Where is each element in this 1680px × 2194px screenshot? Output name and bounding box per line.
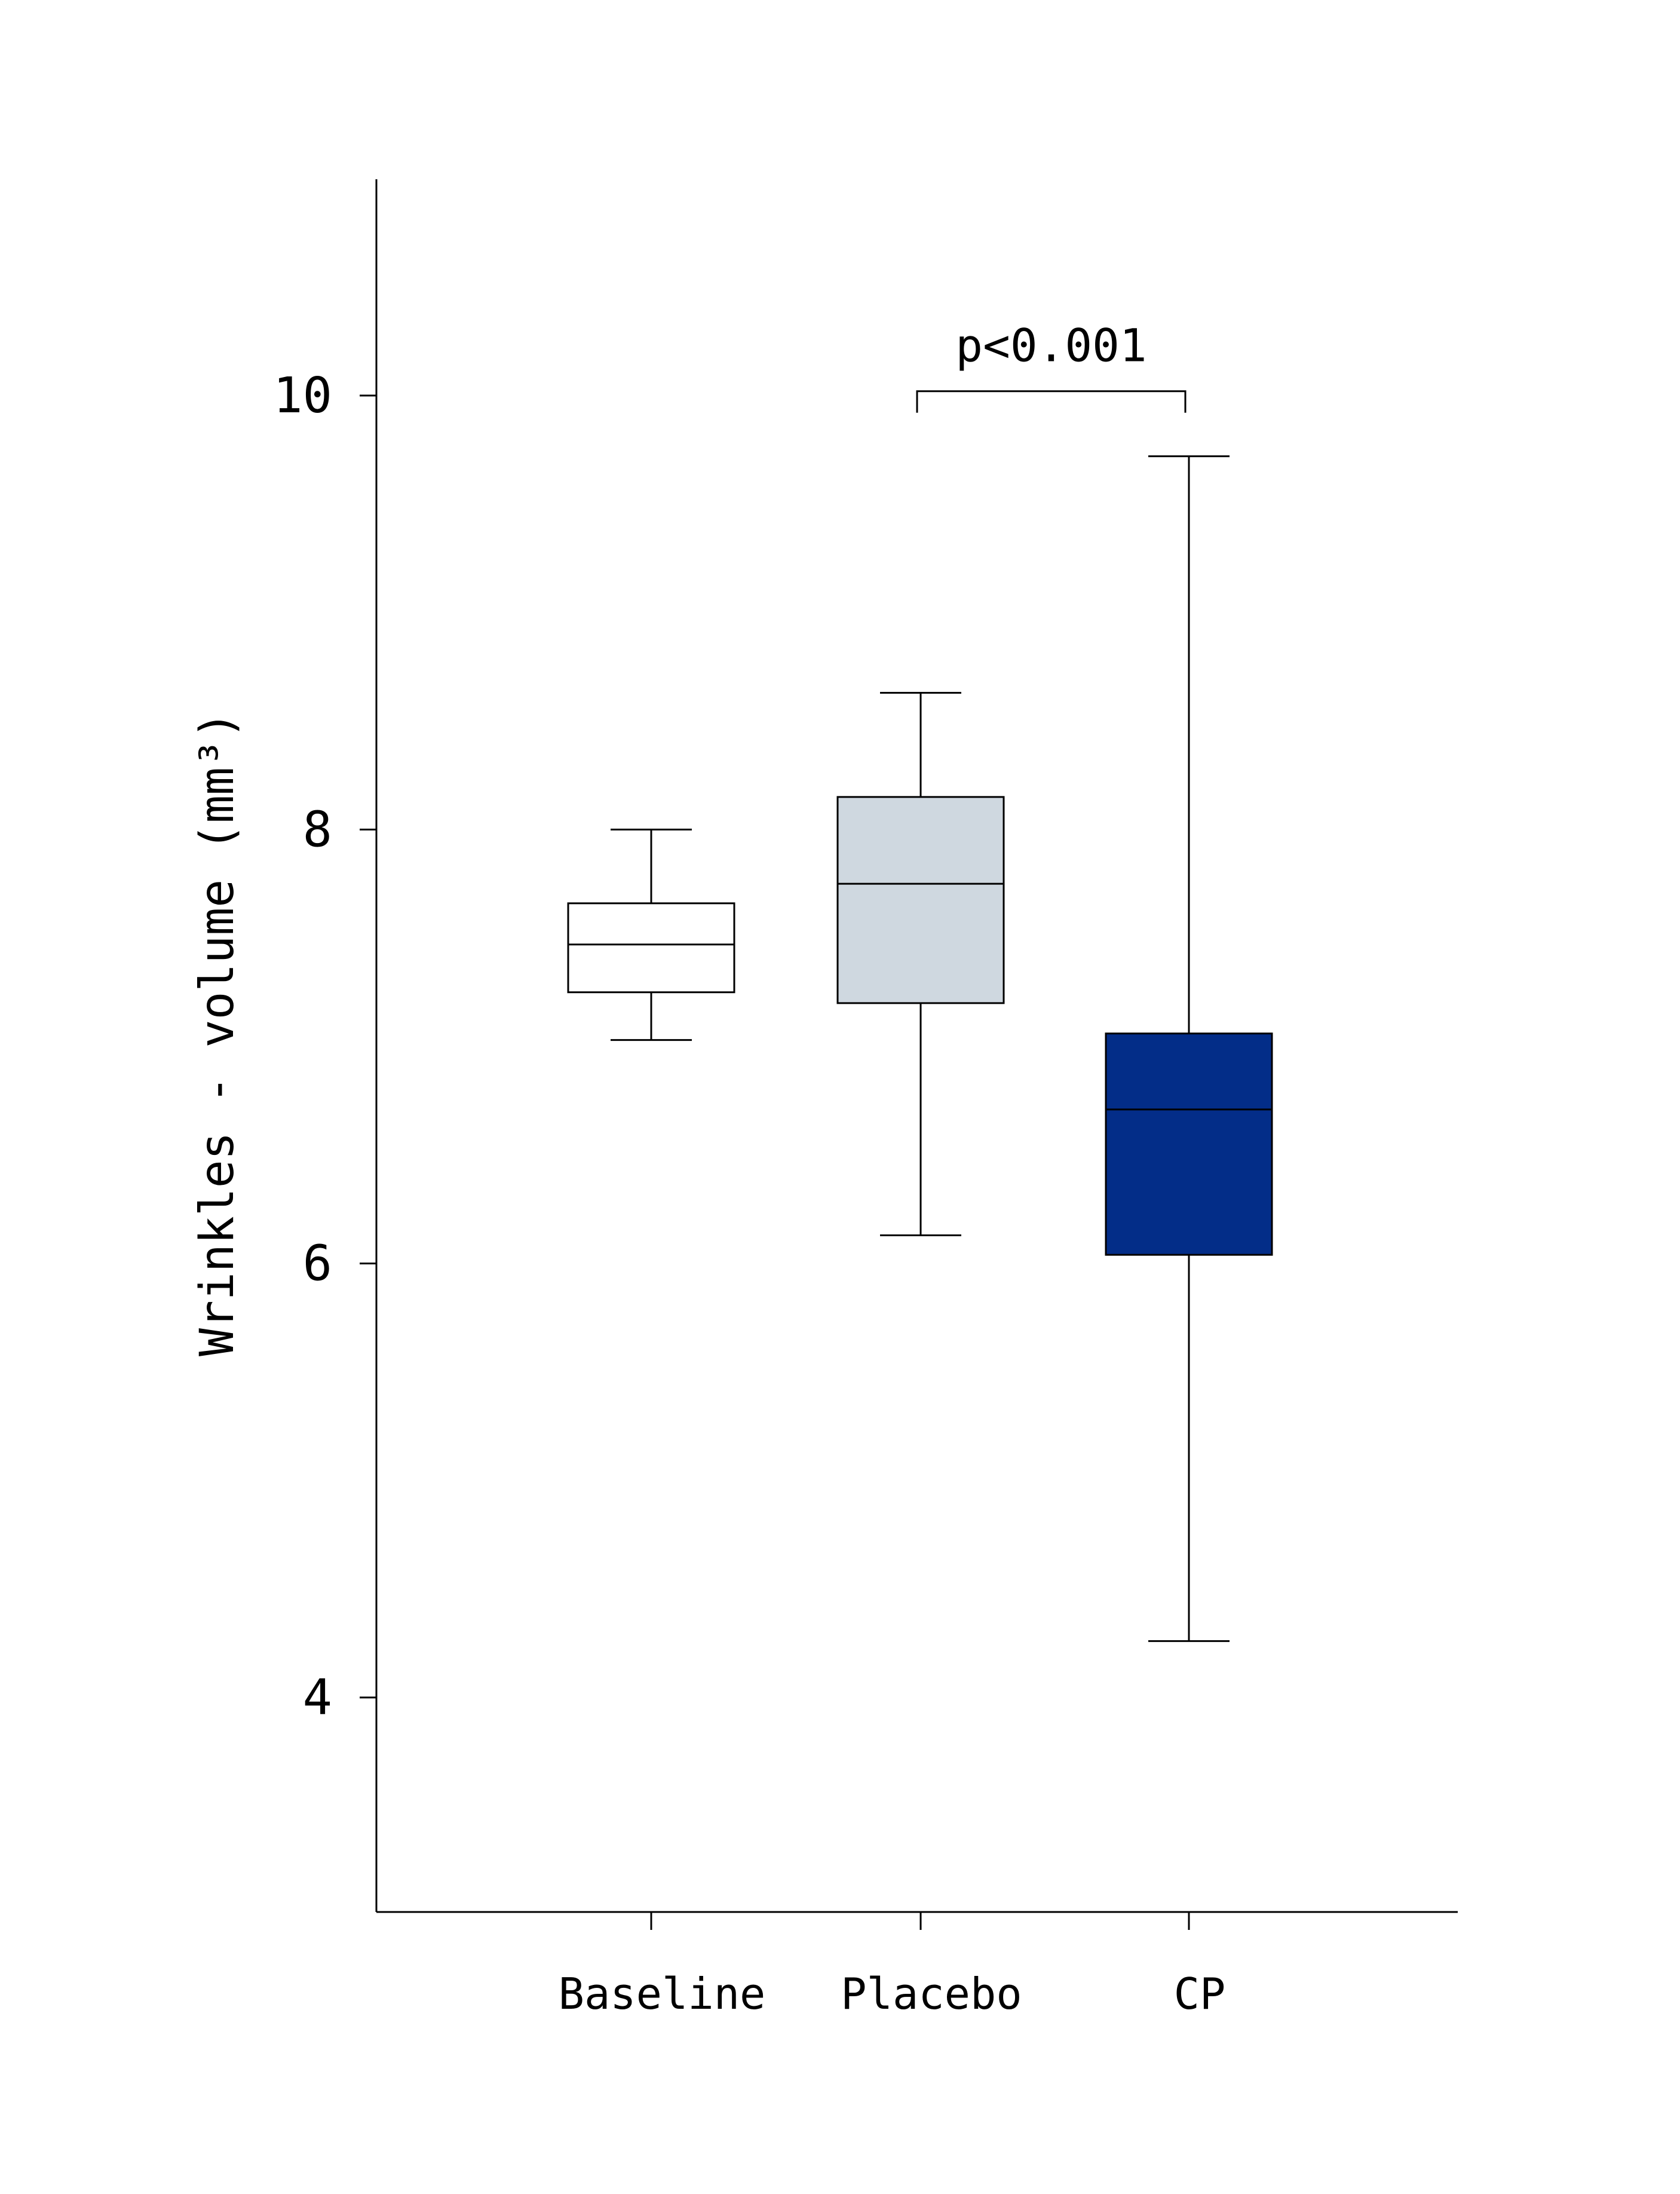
box-placebo: [836, 692, 1005, 1236]
y-tick-label: 4: [303, 1669, 332, 1726]
box-baseline: [567, 828, 735, 1041]
y-tick-label: 6: [303, 1236, 332, 1292]
x-tick-label: Baseline: [559, 1969, 766, 2019]
x-tick-label: CP: [1174, 1969, 1226, 2019]
x-tick-label: Placebo: [841, 1969, 1022, 2019]
y-axis-label: Wrinkles - volume (mm³): [191, 711, 244, 1356]
significance-bracket: [916, 390, 1187, 413]
box-iqr: [1105, 1032, 1273, 1256]
box-iqr: [836, 796, 1005, 1004]
y-tick-label: 8: [303, 801, 332, 858]
box-cp: [1105, 455, 1273, 1643]
box-iqr: [567, 902, 735, 994]
y-tick-label: 10: [273, 367, 332, 424]
axes: 4 6 8 10 Baseline Placebo CP: [273, 179, 1458, 2019]
p-value-label: p<0.001: [955, 319, 1146, 372]
box-series: [567, 455, 1273, 1643]
significance-annotation: p<0.001: [916, 319, 1187, 413]
